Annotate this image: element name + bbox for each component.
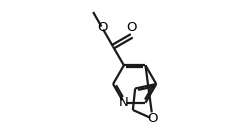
Text: O: O (127, 22, 137, 34)
Text: N: N (119, 96, 129, 109)
Text: O: O (97, 21, 107, 34)
Text: O: O (147, 112, 158, 125)
